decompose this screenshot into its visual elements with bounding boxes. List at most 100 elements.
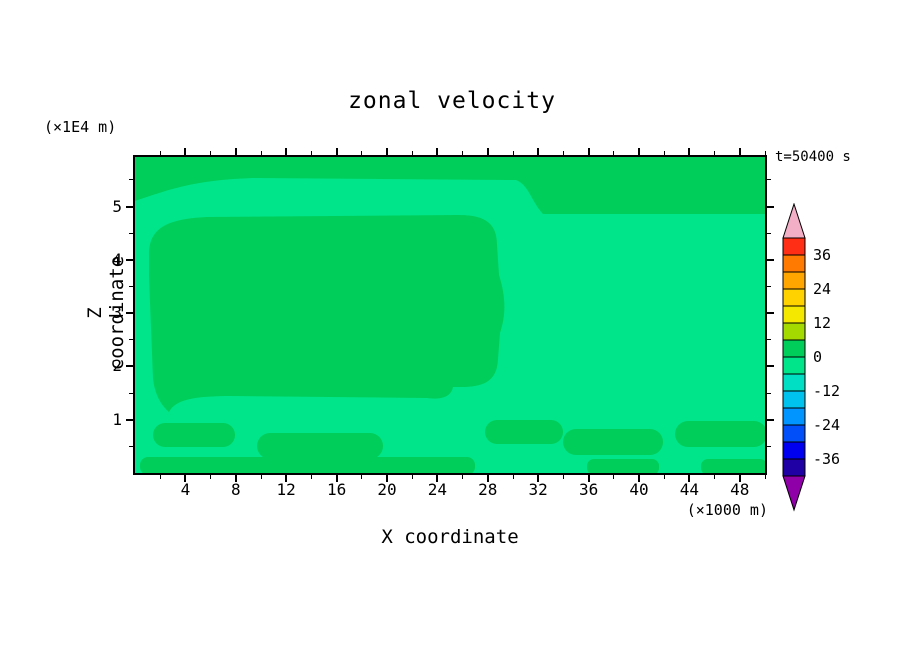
tick-mark: [159, 151, 161, 155]
tick-mark: [285, 475, 288, 482]
tick-mark: [184, 475, 187, 482]
tick-mark: [310, 475, 312, 479]
tick-mark: [663, 475, 665, 479]
x-tick-label: 36: [578, 480, 599, 499]
x-tick-label: 32: [528, 480, 548, 499]
plot-frame: [133, 155, 767, 475]
x-tick-label: 4: [180, 480, 191, 499]
tick-mark: [361, 475, 363, 479]
tick-mark: [335, 475, 338, 482]
tick-mark: [234, 148, 237, 155]
colorbar-tick-label: -24: [813, 416, 841, 434]
x-tick-label: 8: [230, 480, 241, 499]
tick-mark: [126, 418, 133, 421]
colorbar-segment: [782, 390, 806, 409]
tick-mark: [587, 475, 590, 482]
y-tick-label: 1: [112, 409, 122, 429]
colorbar-tick-label: 0: [813, 348, 823, 366]
tick-mark: [512, 151, 514, 155]
colorbar-segment: [782, 458, 806, 477]
colorbar-segment: [782, 305, 806, 324]
chart-title: zonal velocity: [348, 88, 556, 114]
colorbar-segment: [782, 407, 806, 426]
contour-region-bottom-6: [675, 421, 765, 447]
contour-region-bottom-3: [485, 420, 563, 444]
tick-mark: [129, 392, 133, 394]
y-tick-label: 2: [112, 356, 122, 376]
x-tick-label: 48: [730, 480, 750, 499]
tick-mark: [767, 285, 771, 287]
tick-mark: [486, 148, 489, 155]
tick-mark: [613, 475, 615, 479]
tick-mark: [411, 151, 413, 155]
tick-mark: [335, 148, 338, 155]
tick-mark: [129, 179, 133, 181]
tick-mark: [767, 392, 771, 394]
tick-mark: [126, 365, 133, 368]
tick-mark: [234, 475, 237, 482]
tick-mark: [159, 475, 161, 479]
contour-region-bottom-5: [587, 459, 659, 473]
tick-mark: [486, 475, 489, 482]
colorbar-top-arrow: [782, 203, 806, 239]
tick-mark: [386, 475, 388, 482]
tick-mark: [411, 475, 413, 479]
contour-region-central-blob: [149, 215, 505, 412]
colorbar-tick-label: 12: [813, 314, 832, 332]
tick-mark: [587, 148, 590, 155]
colorbar-tick-label: -36: [813, 450, 841, 468]
tick-mark: [126, 205, 133, 208]
contour-region-bottom-2: [140, 457, 475, 473]
x-axis-unit: (×1000 m): [686, 501, 768, 519]
tick-mark: [738, 148, 741, 155]
tick-mark: [562, 151, 564, 155]
tick-mark: [512, 475, 514, 479]
colorbar-tick-label: 24: [813, 280, 832, 298]
tick-mark: [714, 151, 716, 155]
tick-mark: [126, 312, 133, 315]
tick-mark: [260, 151, 262, 155]
tick-mark: [767, 339, 771, 341]
colorbar-segment: [782, 254, 806, 273]
tick-mark: [638, 148, 640, 155]
colorbar-tick-label: 36: [813, 246, 832, 264]
y-tick-label: 4: [112, 249, 122, 269]
tick-mark: [260, 475, 262, 479]
contour-region-bottom-4: [563, 429, 663, 455]
tick-mark: [129, 285, 133, 287]
tick-mark: [537, 148, 540, 155]
tick-mark: [688, 148, 691, 155]
tick-mark: [767, 205, 774, 208]
tick-mark: [129, 339, 133, 341]
tick-mark: [714, 475, 716, 479]
tick-mark: [462, 475, 464, 479]
tick-mark: [285, 148, 288, 155]
x-tick-label: 24: [427, 480, 448, 499]
contour-region-bottom-7: [701, 459, 765, 473]
colorbar-segment: [782, 424, 806, 443]
tick-mark: [767, 258, 774, 261]
tick-mark: [688, 475, 691, 482]
tick-mark: [184, 148, 187, 155]
x-axis-label: X coordinate: [381, 526, 519, 548]
tick-mark: [386, 148, 388, 155]
y-axis-unit: (×1E4 m): [44, 118, 117, 136]
colorbar-tick-label: -12: [813, 382, 841, 400]
tick-mark: [129, 232, 133, 234]
x-tick-label: 16: [326, 480, 347, 499]
tick-mark: [638, 475, 640, 482]
tick-mark: [436, 148, 439, 155]
tick-mark: [129, 445, 133, 447]
tick-mark: [462, 151, 464, 155]
colorbar-segment: [782, 339, 806, 358]
contour-region-top-band: [135, 157, 765, 214]
colorbar-segment: [782, 373, 806, 392]
contour-field: [135, 157, 765, 473]
contour-region-bottom-0: [153, 423, 235, 447]
time-label: t=50400 s: [775, 149, 851, 165]
x-tick-label: 44: [679, 480, 700, 499]
tick-mark: [767, 232, 771, 234]
tick-mark: [310, 151, 312, 155]
tick-mark: [767, 445, 771, 447]
